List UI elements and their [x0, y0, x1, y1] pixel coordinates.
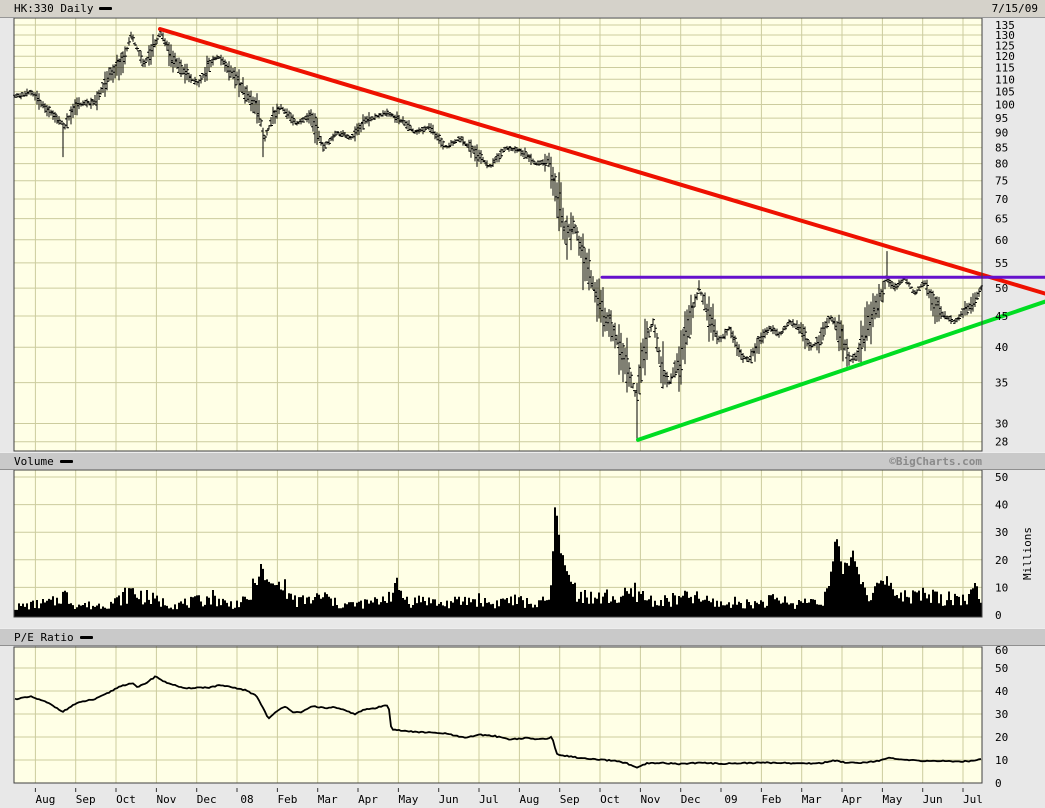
- price-ytick-label: 45: [995, 310, 1008, 323]
- price-ytick-label: 115: [995, 62, 1015, 75]
- pe-ytick-label: 20: [995, 731, 1008, 744]
- month-label: 08: [240, 793, 253, 806]
- price-ytick-label: 135: [995, 19, 1015, 32]
- price-ytick-label: 50: [995, 282, 1008, 295]
- price-ytick-label: 28: [995, 436, 1008, 449]
- month-label: Nov: [640, 793, 660, 806]
- volume-ytick-label: 50: [995, 471, 1008, 484]
- pe-line: [14, 675, 982, 769]
- price-ytick-label: 60: [995, 234, 1008, 247]
- trendline-descending-resistance: [158, 27, 1045, 296]
- month-label: Dec: [197, 793, 217, 806]
- month-label: Aug: [35, 793, 55, 806]
- pe-ytick-label: 0: [995, 777, 1002, 788]
- price-ytick-label: 40: [995, 341, 1008, 354]
- price-ytick-label: 90: [995, 126, 1008, 139]
- month-label: May: [882, 793, 902, 806]
- price-plot-border: [13, 18, 983, 452]
- volume-legend-dash-icon: [59, 459, 73, 463]
- pe-ytick-label: 40: [995, 685, 1008, 698]
- price-ytick-label: 55: [995, 257, 1008, 270]
- price-ytick-label: 100: [995, 99, 1015, 112]
- pe-ytick-label: 50: [995, 662, 1008, 675]
- month-label: Sep: [76, 793, 96, 806]
- price-ytick-label: 125: [995, 39, 1015, 52]
- month-label: Sep: [560, 793, 580, 806]
- month-label: Aug: [519, 793, 539, 806]
- month-label: Jul: [963, 793, 983, 806]
- month-label: Apr: [842, 793, 862, 806]
- month-label: 09: [724, 793, 737, 806]
- pe-plot-border: [13, 646, 983, 784]
- month-label: Oct: [600, 793, 620, 806]
- price-ytick-label: 35: [995, 377, 1008, 390]
- chart-date-label: 7/15/09: [991, 2, 1038, 15]
- bigcharts-credit: ©BigCharts.com: [889, 455, 982, 468]
- volume-ytick-label: 20: [995, 554, 1008, 567]
- volume-axis-title: Millions: [1021, 527, 1034, 580]
- pe-header: P/E Ratio: [0, 628, 1045, 646]
- price-ytick-label: 85: [995, 142, 1008, 155]
- price-ytick-label: 65: [995, 213, 1008, 226]
- month-label: Jun: [439, 793, 459, 806]
- price-ytick-label: 75: [995, 175, 1008, 188]
- month-label: Mar: [318, 793, 338, 806]
- month-label: Jun: [923, 793, 943, 806]
- volume-bars: [14, 507, 982, 615]
- time-axis: Aug Sep Oct Nov Dec 08 Feb Mar Apr May Jun Jul Aug Se…: [34, 788, 983, 806]
- pe-ratio-chart: 0 10 20 30 40 50 60: [13, 646, 1008, 788]
- month-label: Nov: [156, 793, 176, 806]
- month-label: Feb: [761, 793, 781, 806]
- pe-legend-dash-icon: [79, 635, 93, 639]
- price-ytick-label: 80: [995, 158, 1008, 171]
- price-ytick-label: 95: [995, 112, 1008, 125]
- volume-ytick-label: 10: [995, 581, 1008, 594]
- price-ytick-label: 30: [995, 418, 1008, 431]
- month-label: Feb: [277, 793, 297, 806]
- month-label: Oct: [116, 793, 136, 806]
- price-ytick-label: 70: [995, 193, 1008, 206]
- price-ytick-label: 105: [995, 86, 1015, 99]
- volume-plot-border: [13, 470, 983, 618]
- volume-label: Volume: [14, 455, 54, 468]
- volume-chart: 0 10 20 30 40 50 Millions: [13, 470, 1034, 622]
- volume-plot-bg: [14, 470, 982, 617]
- month-label: Apr: [358, 793, 378, 806]
- price-legend-dash-icon: [99, 6, 113, 10]
- volume-ytick-label: 0: [995, 609, 1002, 622]
- price-ytick-label: 120: [995, 50, 1015, 63]
- pe-ytick-label: 30: [995, 708, 1008, 721]
- price-plot-bg: [14, 18, 982, 451]
- pe-ratio-label: P/E Ratio: [14, 631, 74, 644]
- trendline-ascending-support: [636, 299, 1045, 442]
- month-label: May: [398, 793, 418, 806]
- pe-ytick-label: 10: [995, 754, 1008, 767]
- price-ytick-label: 110: [995, 73, 1015, 86]
- pe-ytick-label: 60: [995, 646, 1008, 657]
- volume-ytick-label: 30: [995, 526, 1008, 539]
- month-label: Dec: [681, 793, 701, 806]
- chart-titlebar: HK:330 Daily 7/15/09: [0, 0, 1045, 18]
- volume-baseline: [14, 614, 982, 617]
- pe-plot-bg: [14, 647, 982, 783]
- volume-header: Volume ©BigCharts.com: [0, 452, 1045, 470]
- price-ytick-label: 130: [995, 29, 1015, 42]
- month-label: Mar: [802, 793, 822, 806]
- volume-ytick-label: 40: [995, 499, 1008, 512]
- symbol-label: HK:330 Daily: [14, 2, 94, 15]
- month-label: Jul: [479, 793, 499, 806]
